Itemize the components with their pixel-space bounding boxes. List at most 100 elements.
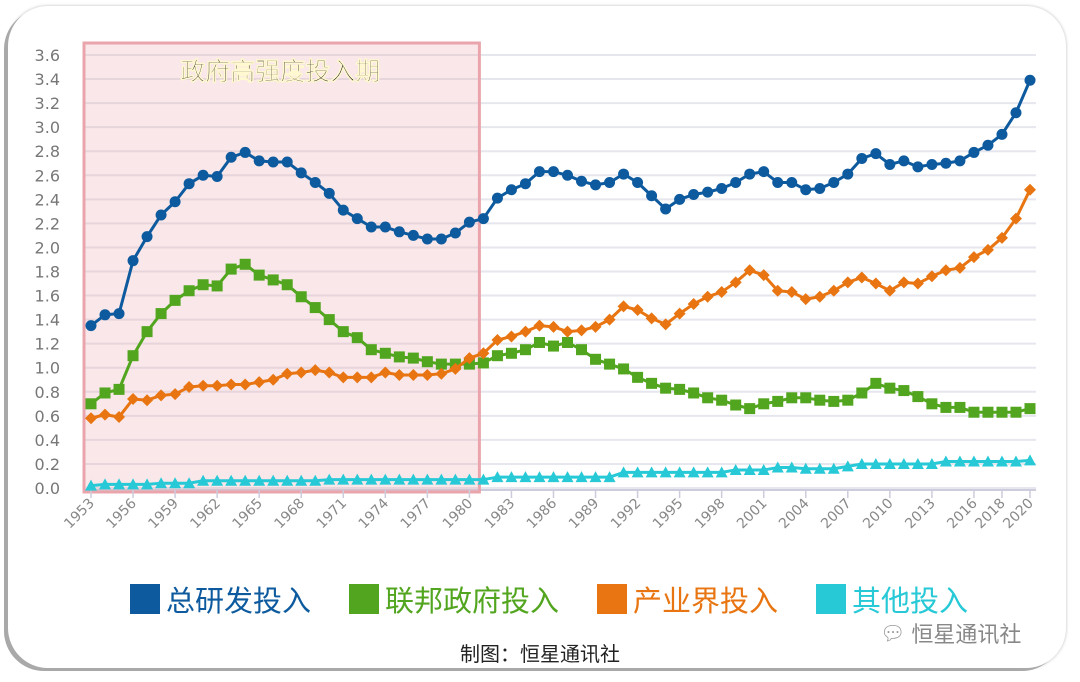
x-tick-label: 1953 [61,496,98,533]
legend-item-other[interactable]: 其他投入 [816,578,968,620]
data-point [659,318,672,331]
data-point [477,213,489,225]
data-point [561,325,574,338]
data-point [127,478,140,490]
data-point [688,387,700,399]
data-point [365,221,377,233]
data-point [953,261,966,274]
data-point [155,308,167,320]
data-point [351,332,363,344]
x-tick-label: 1998 [692,496,729,533]
data-point [127,255,139,267]
data-point [421,368,434,381]
data-point [267,156,279,168]
data-point [113,308,125,320]
data-point [576,175,588,187]
x-tick-label: 1968 [272,496,309,533]
data-point [561,471,574,483]
watermark: 💬︎ 恒星通讯社 [880,617,1021,649]
highlight-region [82,41,481,494]
data-point [155,209,167,221]
data-point [491,192,503,204]
data-point [211,170,223,182]
data-point [659,466,672,478]
x-tick-label: 1995 [650,496,687,533]
x-tick-label: 1992 [608,496,645,533]
data-point [351,371,364,384]
data-point [883,457,896,469]
data-point [968,406,980,418]
data-point [590,353,602,365]
chart-credit: 制图：恒星通讯社 [460,642,620,666]
data-point [85,479,97,491]
data-point [743,264,756,277]
data-point [477,357,489,369]
legend-item-federal[interactable]: 联邦政府投入 [349,578,559,620]
data-point [897,276,910,289]
data-point [113,478,126,490]
data-point [505,184,517,196]
data-point [982,406,994,418]
legend-label: 其他投入 [852,584,969,618]
data-point [758,398,770,410]
data-point [505,330,518,343]
data-point [925,270,938,283]
data-point [365,344,377,356]
data-point [603,471,616,483]
x-tick-label: 1986 [524,495,561,532]
data-point [716,394,728,406]
legend-swatch [130,584,160,614]
data-point [1010,107,1022,119]
data-point [197,474,210,486]
wechat-icon: 💬︎ [880,621,906,645]
data-point [996,128,1008,140]
data-point [575,324,588,337]
data-point [505,471,518,483]
data-point [519,471,532,483]
data-point [197,169,209,181]
data-point [617,300,630,313]
data-point [365,473,378,485]
data-point [813,290,826,303]
data-point [771,284,784,297]
y-tick-label: 3.4 [35,70,60,89]
data-point [911,457,924,469]
data-point [323,187,335,199]
data-point [379,473,392,485]
y-tick-label: 1.2 [35,335,60,354]
data-point [631,303,644,316]
data-point [926,398,938,410]
data-point [253,269,265,281]
data-point [323,314,335,326]
data-point [407,473,420,485]
data-point [379,221,391,233]
data-point [603,313,616,326]
data-point [323,473,336,485]
legend-item-total[interactable]: 总研发投入 [130,578,311,620]
y-tick-label: 0.0 [35,479,60,498]
highlight-annotation: 政府高强度投入期 [180,57,380,86]
data-point [505,347,517,359]
data-point [939,455,952,467]
data-point [729,276,742,289]
data-point [337,371,350,384]
y-tick-label: 2.6 [35,166,60,185]
data-point [393,473,406,485]
data-point [421,233,433,245]
data-point [337,473,350,485]
y-tick-label: 1.6 [35,287,60,306]
data-point [267,274,279,286]
data-point [155,389,168,402]
data-point [645,466,658,478]
data-point [800,184,812,196]
x-tick-label: 1989 [566,496,603,533]
data-point [85,412,97,425]
data-point [239,474,252,486]
data-point [898,385,910,397]
data-point [786,176,798,188]
data-point [463,473,476,485]
data-point [869,457,882,469]
data-point [981,243,994,256]
legend-item-industry[interactable]: 产业界投入 [597,578,778,620]
